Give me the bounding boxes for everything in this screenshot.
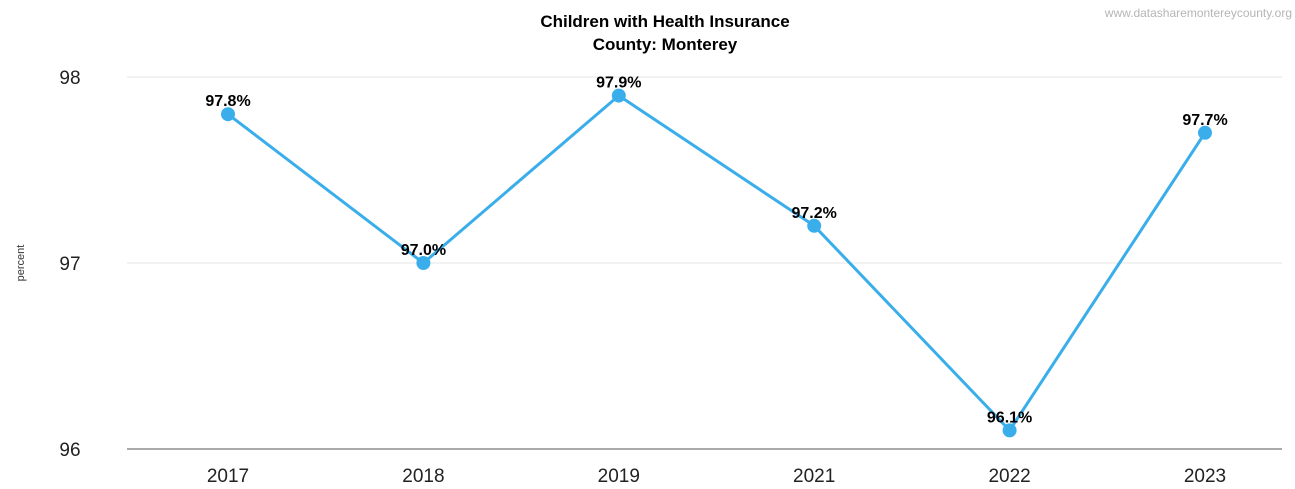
data-label: 97.2% (792, 205, 837, 222)
series-line (227, 94, 1207, 432)
watermark-text: www.datasharemontereycounty.org (1104, 6, 1292, 20)
point-layer (221, 88, 1212, 438)
data-label-layer: 97.8% 97.0% 97.9% 97.2% 96.1% 97.7% (205, 75, 1227, 427)
data-label: 97.9% (596, 75, 641, 92)
x-tick-label: 2021 (793, 466, 835, 487)
data-point (416, 256, 431, 270)
data-point (1198, 125, 1212, 140)
x-tick-label: 2017 (207, 466, 249, 487)
x-tick-label: 2018 (402, 466, 444, 487)
y-tick-label: 98 (59, 68, 80, 89)
data-point (1002, 423, 1017, 438)
x-tick-label: 2023 (1184, 466, 1226, 487)
y-tick-label: 97 (59, 254, 80, 275)
grid-layer (127, 76, 1282, 450)
y-tick-label: 96 (59, 440, 80, 461)
data-label: 97.8% (205, 93, 250, 110)
chart-title: Children with Health Insurance (540, 12, 789, 31)
data-point (807, 218, 822, 233)
data-label: 97.0% (401, 242, 446, 259)
y-axis-label: percent (15, 245, 27, 282)
x-tick-label: 2022 (988, 466, 1030, 487)
data-label: 97.7% (1182, 112, 1227, 129)
data-point (611, 88, 626, 103)
x-tick-label: 2019 (598, 466, 640, 487)
data-point (221, 107, 235, 122)
chart-subtitle: County: Monterey (593, 35, 738, 54)
data-label: 96.1% (987, 409, 1032, 426)
y-tick-layer: 96 97 98 (59, 68, 80, 461)
x-tick-layer: 2017 2018 2019 2021 2022 2023 (207, 466, 1226, 487)
